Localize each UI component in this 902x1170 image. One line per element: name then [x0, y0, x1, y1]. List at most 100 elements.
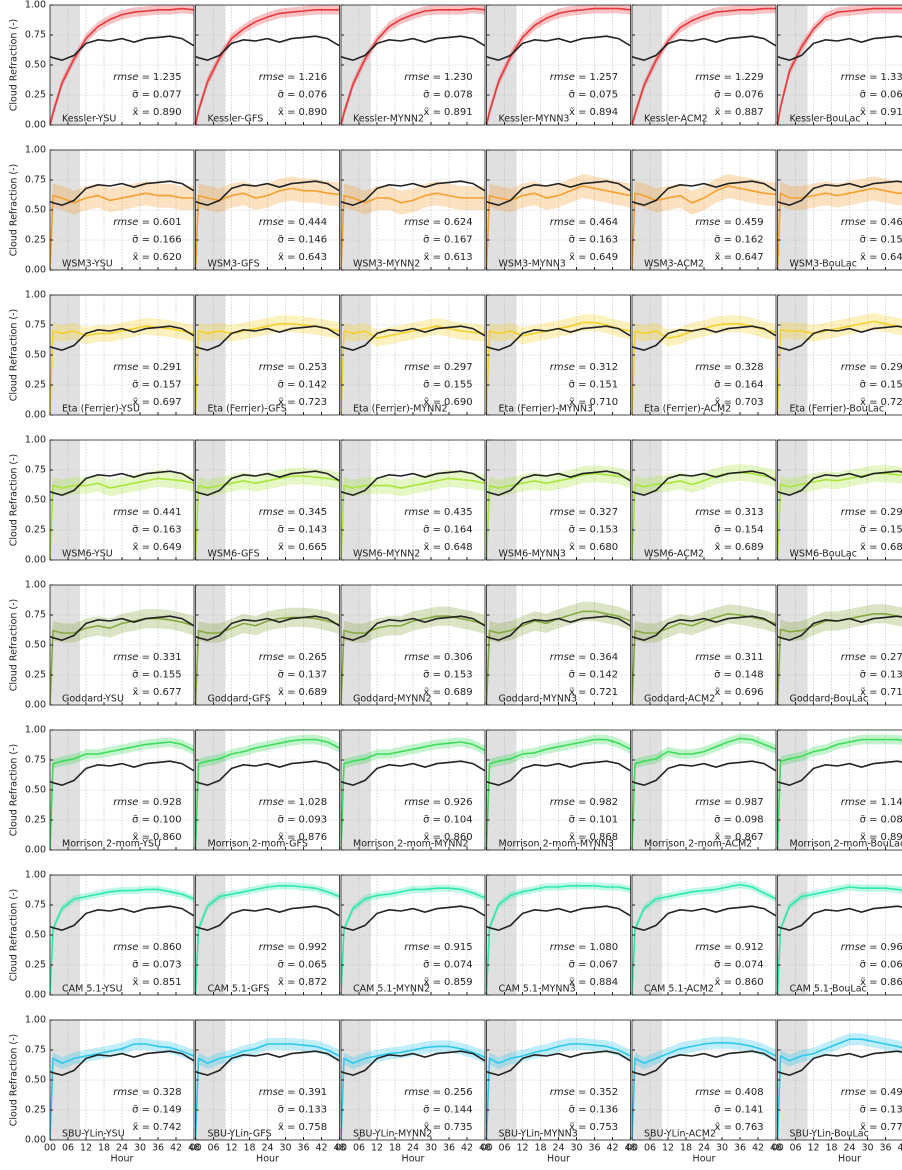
x-axis-label: Hour: [256, 1154, 279, 1165]
stat-value: 0.141: [735, 1105, 764, 1116]
stat-name: x̃ =: [424, 541, 441, 553]
plot-area: [632, 604, 776, 705]
observed-line: [50, 470, 194, 497]
stat-value: 0.884: [590, 977, 619, 988]
y-tick-label: 1.00: [25, 435, 46, 446]
y-tick-label: 0.00: [25, 410, 46, 421]
observed-line: [195, 180, 340, 207]
x-tick-label: 42: [897, 1143, 902, 1154]
x-tick-label: 12: [662, 1143, 674, 1154]
observed-line: [777, 35, 902, 62]
stat-name: σ̃ =: [423, 379, 441, 391]
spread-band: [341, 1040, 485, 1140]
stat-name: rmse =: [550, 217, 587, 228]
spread-band: [341, 181, 485, 270]
panel-label: WSM3-MYNN2: [353, 259, 420, 270]
model-line: [195, 885, 340, 995]
stat-value: 1.216: [299, 72, 328, 83]
spread-band: [777, 176, 902, 270]
stat-value: 0.066: [881, 960, 902, 971]
spread-band: [195, 607, 340, 705]
model-line: [341, 615, 485, 705]
stat-name: σ̃ =: [860, 379, 878, 391]
panel-label: Goddard-YSU: [62, 694, 124, 705]
stat-value: 0.867: [735, 832, 764, 843]
stat-value: 1.080: [590, 942, 619, 953]
observed-line: [195, 470, 340, 497]
stat-name: rmse =: [695, 217, 732, 228]
model-line: [632, 883, 776, 995]
stat-value: 0.130: [881, 1105, 902, 1116]
panel-label: Eta (Ferrier)-BouLac: [790, 404, 885, 415]
stat-name: x̃ =: [569, 831, 586, 843]
observed-line: [777, 760, 902, 787]
spread-band: [632, 464, 776, 560]
plot-area: [486, 465, 631, 560]
observed-line: [50, 1050, 194, 1077]
plot-area: [50, 317, 194, 415]
stat-value: 0.868: [590, 832, 619, 843]
stat-value: 0.860: [153, 832, 182, 843]
x-tick-label: 24: [552, 1143, 564, 1154]
stat-value: 0.153: [444, 670, 473, 681]
y-axis-label: Cloud Refraction (-): [9, 889, 20, 982]
x-tick-label: 30: [570, 1143, 582, 1154]
stat-name: rmse =: [113, 72, 150, 83]
model-line: [50, 325, 194, 415]
stat-value: 0.753: [590, 1122, 619, 1133]
stat-name: x̃ =: [278, 831, 295, 843]
stat-name: rmse =: [113, 652, 150, 663]
stat-name: x̃ =: [278, 1121, 295, 1133]
observed-line: [777, 180, 902, 207]
stat-value: 0.149: [153, 1105, 182, 1116]
panel: rmse =0.969σ̃ =0.066 x̃ = 0.869 CAM 5.1-Bou…: [777, 874, 902, 996]
stat-value: 0.063: [881, 90, 902, 101]
spread-band: [341, 317, 485, 415]
plot-area: [777, 313, 902, 415]
panel: rmse =0.491σ̃ =0.130 x̃ = 0.774 SBU-YLin-Bo…: [777, 1019, 902, 1141]
panel-label: Kessler-GFS: [208, 114, 264, 125]
stat-value: 0.146: [299, 235, 328, 246]
spread-band: [632, 1036, 776, 1140]
observed-line: [341, 325, 485, 352]
stat-name: σ̃ =: [860, 234, 878, 246]
plot-area: [486, 5, 631, 125]
stat-name: σ̃ =: [132, 959, 150, 971]
spread-band: [632, 604, 776, 705]
stat-name: rmse =: [841, 652, 878, 663]
x-tick-label: 24: [407, 1143, 419, 1154]
stat-value: 0.155: [153, 670, 182, 681]
y-tick-label: 0.50: [25, 1075, 46, 1086]
panel-label: WSM6-YSU: [62, 549, 113, 560]
x-tick-label: 18: [243, 1143, 255, 1154]
panel-label: Goddard-BouLac: [790, 694, 869, 705]
stat-value: 0.897: [881, 832, 902, 843]
observed-line: [486, 180, 631, 207]
panel-label: CAM 5.1-ACM2: [644, 984, 714, 995]
x-tick-label: 36: [734, 1143, 746, 1154]
model-line: [632, 1042, 776, 1140]
stat-value: 0.648: [444, 542, 473, 553]
y-tick-label: 0.50: [25, 205, 46, 216]
y-tick-label: 0.75: [25, 30, 46, 41]
y-tick-label: 0.00: [25, 1135, 46, 1146]
stat-name: σ̃ =: [278, 959, 296, 971]
model-line: [341, 325, 485, 415]
plot-area: [341, 1040, 485, 1140]
stat-value: 0.677: [153, 687, 182, 698]
stat-value: 0.331: [153, 652, 182, 663]
stat-value: 0.665: [299, 542, 328, 553]
stat-name: σ̃ =: [569, 814, 587, 826]
model-line: [50, 888, 194, 995]
stat-name: rmse =: [841, 72, 878, 83]
stat-value: 0.912: [735, 942, 764, 953]
stat-name: rmse =: [841, 362, 878, 373]
